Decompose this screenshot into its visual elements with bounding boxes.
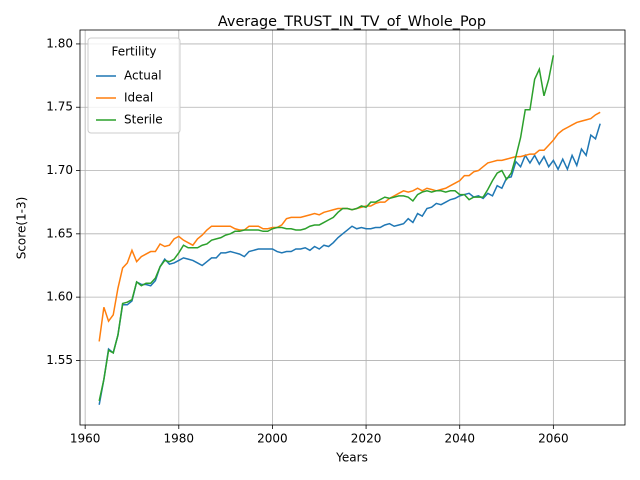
plot-frame — [79, 29, 626, 426]
y-tick-label: 1.55 — [46, 353, 73, 367]
series-line — [98, 55, 555, 402]
x-tick-label: 1960 — [70, 432, 101, 446]
legend-label: Ideal — [124, 91, 153, 105]
series-line — [98, 111, 601, 342]
series-line — [98, 123, 601, 405]
x-axis-label: Years — [335, 451, 368, 465]
x-tick-label: 2020 — [351, 432, 382, 446]
y-tick-label: 1.60 — [46, 290, 73, 304]
y-tick-label: 1.80 — [46, 36, 73, 50]
y-tick-label: 1.65 — [46, 226, 73, 240]
legend-label: Actual — [124, 69, 162, 83]
chart-title: Average_TRUST_IN_TV_of_Whole_Pop — [218, 14, 486, 30]
x-tick-label: 1980 — [164, 432, 195, 446]
legend-title: Fertility — [111, 45, 156, 59]
legend-box — [87, 37, 181, 134]
y-axis-label: Score(1-3) — [15, 197, 29, 260]
x-tick-label: 2040 — [444, 432, 475, 446]
legend-label: Sterile — [124, 113, 163, 127]
legend: Fertility Actual Ideal Sterile — [87, 37, 181, 134]
y-tick-label: 1.75 — [46, 100, 73, 114]
x-tick-label: 2060 — [538, 432, 569, 446]
y-tick-label: 1.70 — [46, 163, 73, 177]
x-tick-label: 2000 — [257, 432, 288, 446]
